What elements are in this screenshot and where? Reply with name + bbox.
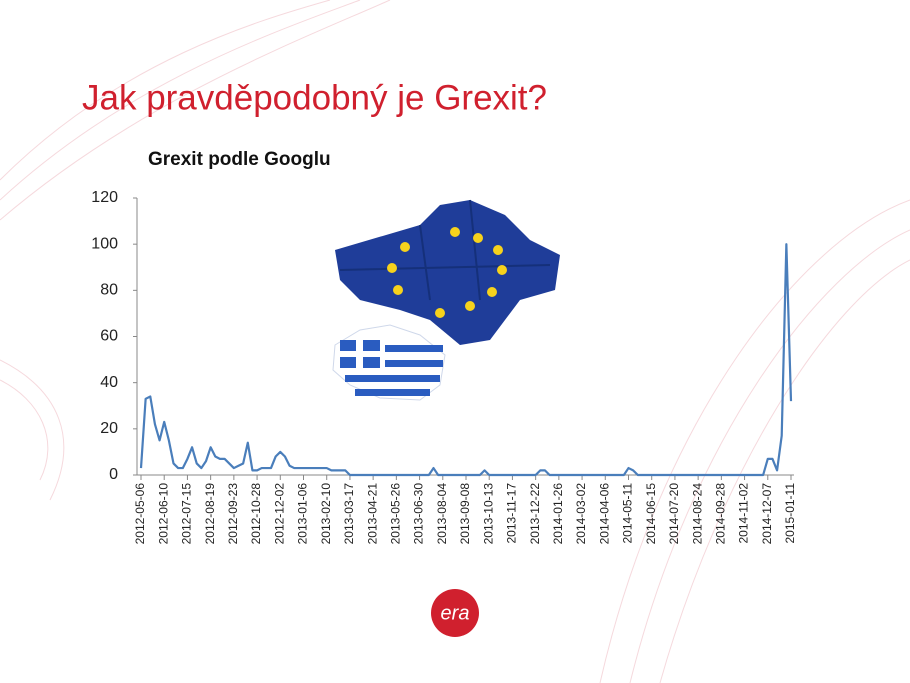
x-tick-label: 2014-11-02 xyxy=(737,483,751,544)
x-tick-label: 2014-06-15 xyxy=(644,483,658,545)
x-tick-label: 2013-09-08 xyxy=(458,483,472,545)
x-tick-label: 2014-04-06 xyxy=(597,483,611,545)
x-tick-label: 2014-12-07 xyxy=(760,483,774,545)
x-tick-label: 2013-02-10 xyxy=(319,483,333,545)
y-tick-label: 60 xyxy=(100,328,118,345)
x-tick-label: 2014-03-02 xyxy=(574,483,588,545)
y-tick-label: 0 xyxy=(109,466,118,483)
x-tick-label: 2012-05-06 xyxy=(133,483,147,545)
data-line xyxy=(139,243,793,477)
x-tick-label: 2013-06-30 xyxy=(412,483,426,545)
x-tick-label: 2012-09-23 xyxy=(226,483,240,545)
x-tick-label: 2013-03-17 xyxy=(342,483,356,545)
x-tick-label: 2012-08-19 xyxy=(203,483,217,545)
x-tick-label: 2015-01-11 xyxy=(783,483,797,544)
x-tick-label: 2013-04-21 xyxy=(365,483,379,545)
x-tick-label: 2012-06-10 xyxy=(156,483,170,545)
logo-badge xyxy=(431,589,479,637)
x-tick-label: 2013-10-13 xyxy=(481,483,495,545)
slide-title: Jak pravděpodobný je Grexit? xyxy=(82,78,547,117)
x-tick-label: 2013-05-26 xyxy=(389,483,403,545)
x-tick-label: 2014-09-28 xyxy=(714,483,728,545)
x-tick-label: 2014-05-11 xyxy=(621,483,635,544)
y-tick-label: 20 xyxy=(100,420,118,437)
x-tick-label: 2013-01-06 xyxy=(296,483,310,545)
x-tick-label: 2012-07-15 xyxy=(180,483,194,545)
x-tick-label: 2013-12-22 xyxy=(528,483,542,545)
logo-text: era xyxy=(441,602,470,624)
x-tick-label: 2014-01-26 xyxy=(551,483,565,545)
x-tick-label: 2013-11-17 xyxy=(505,483,519,544)
puzzle-illustration xyxy=(332,199,560,401)
y-tick-label: 100 xyxy=(91,235,118,252)
x-tick-label: 2014-08-24 xyxy=(690,483,704,545)
y-tick-label: 120 xyxy=(91,189,118,206)
y-tick-label: 40 xyxy=(100,374,118,391)
x-tick-label: 2012-12-02 xyxy=(272,483,286,545)
y-tick-label: 80 xyxy=(100,282,118,299)
x-tick-label: 2012-10-28 xyxy=(249,483,263,545)
chart: 0 20 40 60 80 100 120 2012-05-06 2012-06-10 2012-… xyxy=(91,189,797,544)
x-tick-label: 2014-07-20 xyxy=(667,483,681,545)
x-tick-label: 2013-08-04 xyxy=(435,483,449,545)
chart-title: Grexit podle Googlu xyxy=(148,149,331,170)
